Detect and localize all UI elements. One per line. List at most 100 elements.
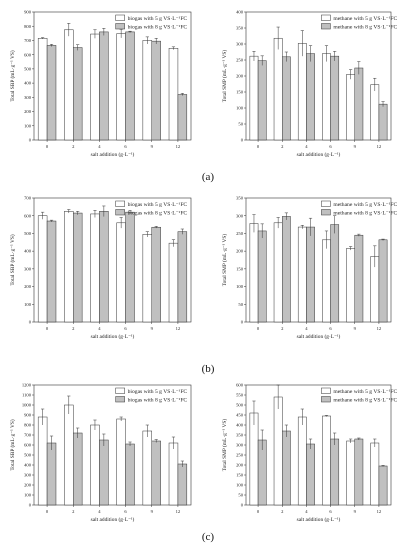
y-axis-label: Total SMP (mL·g⁻¹ VS): [221, 50, 228, 103]
y-tick-label: 100: [236, 284, 244, 289]
legend-swatch: [321, 14, 331, 21]
y-tick-label: 450: [236, 413, 244, 418]
bar: [370, 84, 380, 141]
legend-swatch: [321, 23, 331, 30]
x-tick-label: 4: [305, 144, 308, 149]
bar: [177, 463, 188, 506]
y-tick-label: 0: [29, 138, 32, 143]
y-tick-label: 700: [24, 196, 32, 201]
bar: [330, 438, 340, 506]
bar: [64, 29, 74, 141]
x-tick-label: 6: [329, 509, 332, 514]
y-tick-label: 0: [241, 320, 244, 325]
legend-swatch: [321, 387, 331, 394]
x-tick-label: 12: [176, 144, 181, 149]
y-tick-label: 300: [24, 473, 32, 478]
bar: [37, 416, 48, 506]
bar: [322, 239, 331, 323]
chart-4: 0 50 100 150 200 250 300 350 Total SMP (mL·g⁻¹ V…: [221, 196, 398, 340]
bar: [168, 48, 179, 141]
bar: [116, 418, 126, 506]
y-axis-label: Total SMP (mL·g⁻¹ VS): [221, 419, 228, 472]
bar: [64, 404, 74, 506]
bar: [257, 230, 267, 323]
bar: [306, 53, 315, 141]
bar: [330, 224, 340, 323]
y-tick-label: 50: [238, 493, 243, 498]
y-tick-label: 1200: [22, 383, 32, 388]
legend-entry: biogas with 5 g VS·L⁻¹FC: [128, 389, 188, 395]
y-tick-label: 300: [24, 266, 32, 271]
y-tick-label: 300: [236, 42, 244, 47]
x-tick-label: 4: [305, 509, 308, 514]
x-tick-label: 12: [176, 509, 181, 514]
y-tick-label: 600: [24, 52, 32, 57]
bar: [90, 213, 100, 323]
y-tick-label: 200: [24, 284, 32, 289]
x-tick-label: 0: [46, 326, 49, 331]
x-tick-label: 6: [329, 144, 332, 149]
bar: [125, 31, 135, 141]
y-tick-label: 0: [29, 503, 32, 508]
bar: [151, 226, 161, 323]
bar: [142, 234, 152, 323]
legend-swatch: [115, 387, 125, 394]
y-tick-label: 50: [238, 302, 243, 307]
chart-1: 0 100 200 300 400 500 600 700 800 900 Total SBP (m…: [9, 10, 192, 158]
y-tick-label: 0: [241, 503, 244, 508]
legend-swatch: [321, 209, 331, 216]
legend-swatch: [321, 200, 331, 207]
y-tick-label: 100: [24, 302, 32, 307]
bar: [378, 103, 388, 141]
y-tick-label: 500: [24, 66, 32, 71]
y-tick-label: 0: [29, 320, 32, 325]
y-tick-label: 900: [24, 10, 32, 15]
y-tick-label: 500: [24, 453, 32, 458]
y-tick-label: 350: [236, 196, 244, 201]
bar: [99, 211, 109, 323]
y-tick-label: 800: [24, 423, 32, 428]
x-tick-label: 0: [257, 326, 260, 331]
x-tick-label: 0: [46, 509, 49, 514]
x-tick-label: 0: [257, 144, 260, 149]
bar: [346, 440, 355, 506]
bar: [90, 33, 100, 141]
legend-swatch: [115, 200, 125, 207]
bar: [46, 442, 57, 506]
bar: [297, 226, 307, 323]
x-tick-label: 9: [151, 144, 154, 149]
bar: [73, 212, 83, 323]
y-tick-label: 200: [24, 109, 32, 114]
plot-frame: [33, 11, 192, 141]
legend-entry: biogas with 8 g VS·L⁻¹FC: [128, 211, 188, 217]
y-axis-label: Total SBP (mL·g⁻¹ VS): [9, 419, 16, 470]
bar: [90, 424, 100, 506]
legend-swatch: [115, 23, 125, 30]
x-tick-label: 2: [281, 509, 284, 514]
y-tick-label: 600: [236, 383, 244, 388]
chart-5: 0 100 200 300 400 500 600 700 800 900 1000 1100 1200…: [9, 383, 192, 523]
legend-entry: biogas with 5 g VS·L⁻¹FC: [128, 202, 188, 208]
bar: [116, 33, 126, 141]
x-axis-label: salt addition (g·L⁻¹): [297, 516, 341, 523]
panel-label: (a): [202, 171, 215, 183]
legend-entry: methane with 8 g VS·L⁻¹FC: [333, 398, 397, 404]
bar: [177, 231, 188, 323]
bar: [142, 40, 152, 141]
plot-frame: [245, 197, 392, 323]
legend-swatch: [115, 396, 125, 403]
chart-6: 0 50 100 150 200 250 300 350 400 450 500 550 600 Tota…: [221, 383, 398, 523]
bar: [151, 440, 161, 506]
x-axis-label: salt addition (g·L⁻¹): [297, 151, 341, 158]
x-axis-label: salt addition (g·L⁻¹): [91, 516, 135, 523]
x-axis-label: salt addition (g·L⁻¹): [91, 333, 135, 340]
y-tick-label: 150: [236, 90, 244, 95]
y-tick-label: 250: [236, 58, 244, 63]
x-tick-label: 4: [98, 509, 101, 514]
bar: [37, 215, 48, 323]
bar: [297, 43, 307, 141]
y-tick-label: 350: [236, 433, 244, 438]
legend-entry: methane with 5 g VS·L⁻¹FC: [333, 202, 397, 208]
bar: [370, 442, 380, 506]
